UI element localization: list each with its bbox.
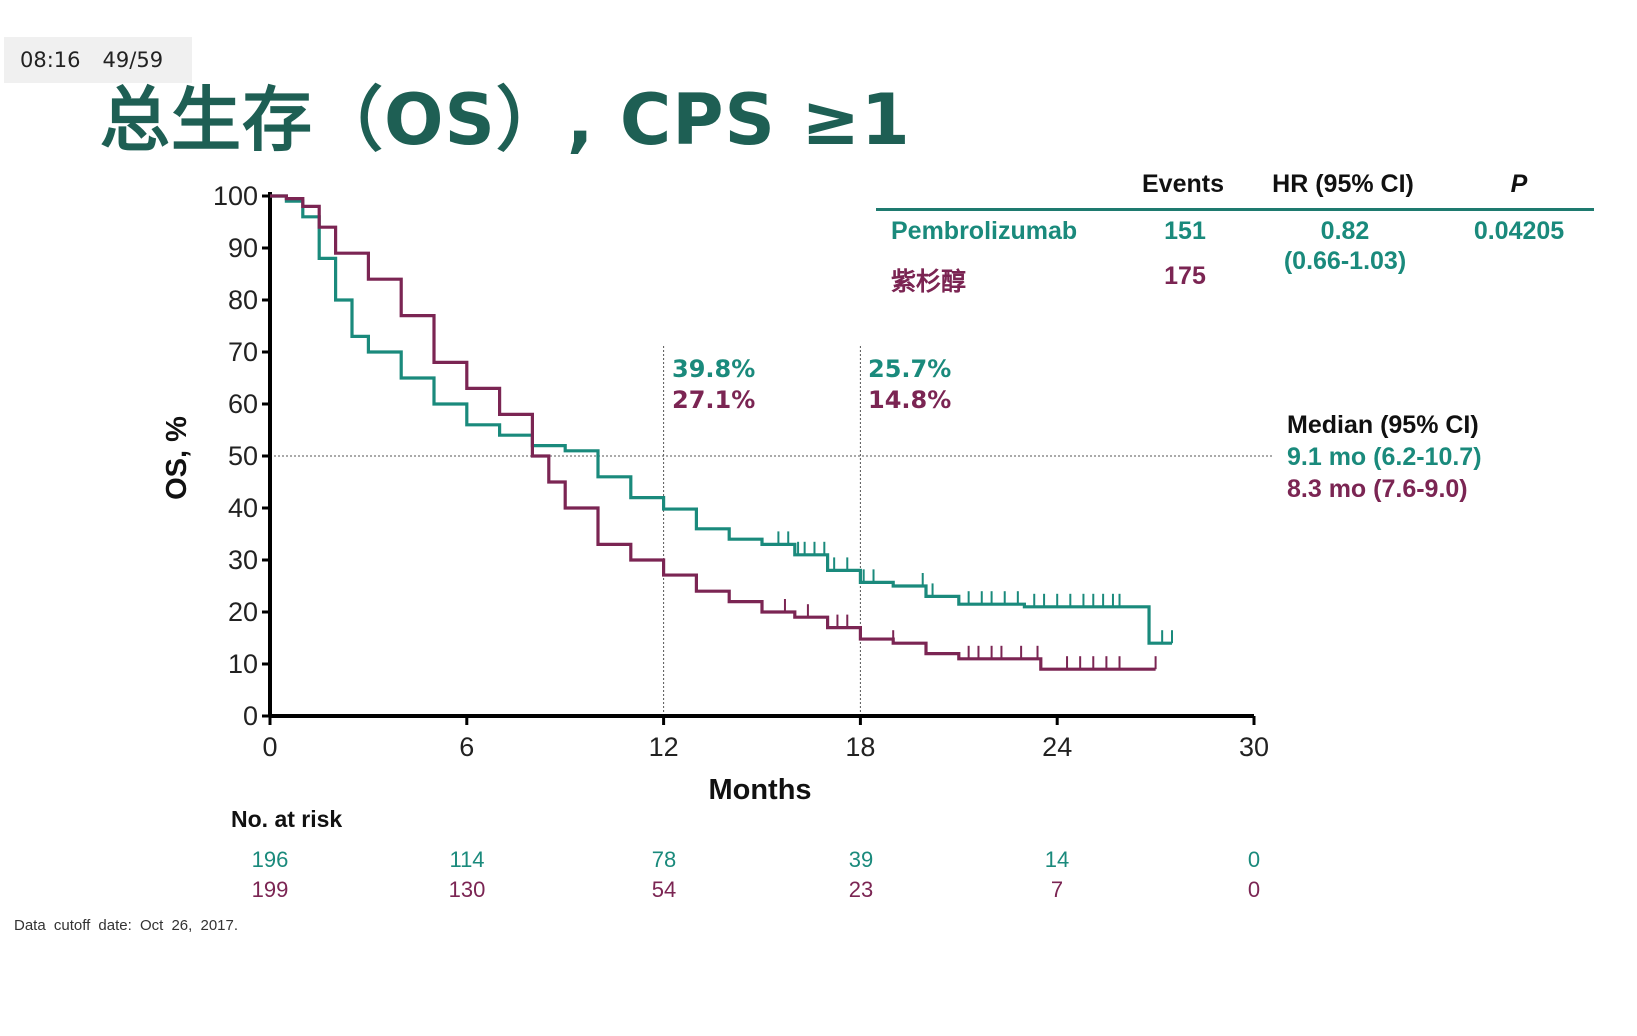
y-tick-label-80: 80 (228, 285, 258, 315)
table-header-rule (876, 208, 1594, 211)
table-row-paclitaxel-name: 紫杉醇 (891, 267, 967, 296)
x-tick-label-0: 0 (262, 732, 277, 762)
y-tick-label-10: 10 (228, 649, 258, 679)
risk-paclitaxel-18: 23 (848, 877, 874, 902)
slide-counter-badge: 08:16 49/59 (4, 37, 192, 83)
risk-pembrolizumab-18: 39 (848, 847, 874, 872)
median-title: Median (95% CI) (1287, 411, 1479, 439)
hr-ci: (0.66-1.03) (1283, 247, 1407, 275)
x-tick-label-30: 30 (1239, 732, 1269, 762)
y-tick-label-70: 70 (228, 337, 258, 367)
table-row-paclitaxel-events: 175 (1164, 262, 1206, 290)
hr-value: 0.82 (1320, 217, 1370, 245)
table-row-pembrolizumab-name: Pembrolizumab (891, 217, 1078, 245)
slide-title: 总生存（OS）, CPS ≥1 (100, 79, 911, 161)
risk-paclitaxel-24: 7 (1050, 877, 1064, 902)
survival-curve-pembrolizumab (270, 194, 1172, 645)
median-paclitaxel: 8.3 mo (7.6-9.0) (1287, 475, 1468, 503)
landmark-annotations: 39.8% 27.1% 25.7% 14.8% (672, 355, 951, 414)
annotation-18mo-pembrolizumab: 25.7% (868, 355, 951, 383)
survival-curve-paclitaxel (270, 194, 1156, 671)
x-tick-label-24: 24 (1042, 732, 1072, 762)
reference-lines (270, 346, 1272, 716)
y-tick-label-30: 30 (228, 545, 258, 575)
risk-pembrolizumab-6: 114 (449, 847, 485, 872)
table-header-p: P (1510, 170, 1528, 198)
table-header-events: Events (1142, 170, 1224, 198)
table-header-hr: HR (95% CI) (1272, 170, 1414, 198)
y-axis-title: OS, % (161, 416, 193, 500)
risk-pembrolizumab-0: 196 (251, 847, 289, 872)
x-axis-title: Months (708, 774, 811, 806)
risk-pembrolizumab-24: 14 (1044, 847, 1070, 872)
risk-paclitaxel-30: 0 (1247, 877, 1261, 902)
y-tick-label-50: 50 (228, 441, 258, 471)
y-tick-label-60: 60 (228, 389, 258, 419)
axes: 0 10 20 30 40 50 60 70 80 90 100 0 6 12 18 24 30 (213, 181, 1269, 762)
risk-pembrolizumab-12: 78 (651, 847, 677, 872)
risk-paclitaxel-12: 54 (651, 877, 677, 902)
page-counter: 49/59 (102, 48, 164, 72)
data-cutoff-footnote: Data cutoff date: Oct 26, 2017. (14, 917, 239, 934)
annotation-12mo-paclitaxel: 27.1% (672, 386, 755, 414)
y-tick-label-40: 40 (228, 493, 258, 523)
median-pembrolizumab: 9.1 mo (6.2-10.7) (1287, 443, 1482, 471)
y-tick-label-0: 0 (243, 701, 258, 731)
risk-paclitaxel-0: 199 (251, 877, 289, 902)
x-tick-label-18: 18 (845, 732, 875, 762)
table-row-pembrolizumab-events: 151 (1164, 217, 1206, 245)
y-tick-label-100: 100 (213, 181, 258, 211)
survival-curves (270, 194, 1173, 671)
annotation-18mo-paclitaxel: 14.8% (868, 386, 951, 414)
annotation-12mo-pembrolizumab: 39.8% (672, 355, 755, 383)
y-tick-label-20: 20 (228, 597, 258, 627)
x-tick-label-6: 6 (459, 732, 474, 762)
risk-paclitaxel-6: 130 (448, 877, 486, 902)
x-tick-label-12: 12 (649, 732, 679, 762)
risk-pembrolizumab-30: 0 (1247, 847, 1261, 872)
p-value: 0.04205 (1473, 217, 1565, 245)
risk-table-title: No. at risk (231, 806, 343, 832)
y-tick-label-90: 90 (228, 233, 258, 263)
time-text: 08:16 (20, 48, 81, 72)
